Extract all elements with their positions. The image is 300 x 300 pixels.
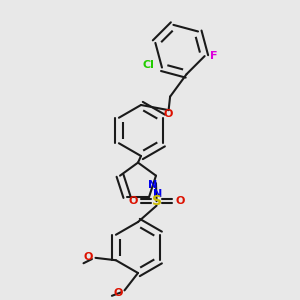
Text: N: N	[148, 180, 157, 190]
Text: O: O	[164, 109, 173, 119]
Text: O: O	[83, 252, 92, 262]
Text: F: F	[211, 51, 218, 61]
Text: N: N	[154, 189, 163, 200]
Text: Cl: Cl	[142, 59, 154, 70]
Text: O: O	[176, 196, 185, 206]
Text: O: O	[113, 288, 123, 298]
Text: S: S	[152, 194, 162, 208]
Text: O: O	[128, 196, 138, 206]
